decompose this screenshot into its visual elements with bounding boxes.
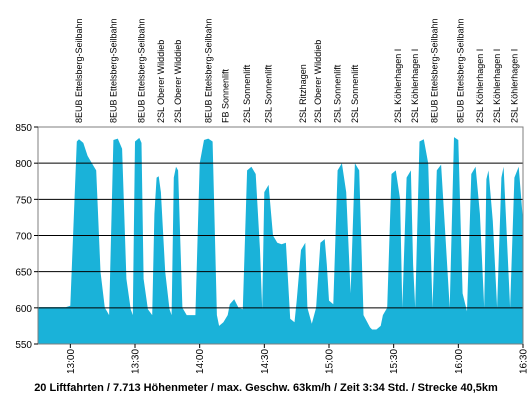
lift-label: 2SL Köhlerhagen I (393, 49, 403, 123)
lift-label: 2SL Sonnenlift (350, 64, 360, 123)
x-tick-label: 16:00 (454, 349, 465, 374)
x-tick-label: 13:30 (131, 349, 142, 374)
lift-label: 8EUB Ettelsberg-Seilbahn (455, 18, 465, 123)
lift-label: 8EUB Ettelsberg-Seilbahn (203, 18, 213, 123)
lift-label: 2SL Ritzhagen (298, 64, 308, 123)
chart-caption: 20 Liftfahrten / 7.713 Höhenmeter / max.… (34, 382, 498, 394)
lift-label: 8EUB Ettelsberg-Seilbahn (430, 18, 440, 123)
x-tick-label: 15:00 (325, 349, 336, 374)
lift-label: 8EUB Ettelsberg-Seilbahn (136, 18, 146, 123)
y-tick-label: 700 (15, 232, 32, 243)
y-tick-label: 650 (15, 268, 32, 279)
y-tick-label: 850 (15, 123, 32, 134)
lift-label: 2SL Oberer Wilddieb (173, 40, 183, 123)
lift-label: 2SL Sonnenlift (264, 64, 274, 123)
y-tick-label: 800 (15, 159, 32, 170)
elevation-area (38, 137, 523, 344)
x-tick-label: 15:30 (389, 349, 400, 374)
lift-label: 2SL Köhlerhagen I (509, 49, 519, 123)
lift-label: 2SL Sonnenlift (242, 64, 252, 123)
lift-label: 2SL Köhlerhagen I (492, 49, 502, 123)
lift-label: 2SL Köhlerhagen I (410, 49, 420, 123)
y-tick-label: 550 (15, 340, 32, 351)
x-tick-label: 14:00 (195, 349, 206, 374)
x-tick-label: 14:30 (260, 349, 271, 374)
lift-label: 8EUB Ettelsberg-Seilbahn (74, 18, 84, 123)
lift-label: FB Sonnenlift (221, 68, 231, 123)
lift-labels: 8EUB Ettelsberg-Seilbahn 8EUB Ettelsberg-… (74, 18, 519, 123)
lift-label: 2SL Oberer Wilddieb (313, 40, 323, 123)
lift-label: 8EUB Ettelsberg-Seilbahn (108, 18, 118, 123)
y-axis: 550 600 650 700 750 800 850 (15, 123, 38, 351)
lift-label: 2SL Oberer Wilddieb (156, 40, 166, 123)
y-tick-label: 750 (15, 195, 32, 206)
y-tick-label: 600 (15, 304, 32, 315)
x-tick-label: 16:30 (519, 349, 527, 374)
lift-label: 2SL Sonnenlift (333, 64, 343, 123)
lift-label: 2SL Köhlerhagen I (475, 49, 485, 123)
x-tick-label: 13:00 (66, 349, 77, 374)
x-axis: 13:00 13:30 14:00 14:30 15:00 15:30 16:00 16:30 (66, 344, 527, 374)
y-gridlines (38, 162, 523, 309)
